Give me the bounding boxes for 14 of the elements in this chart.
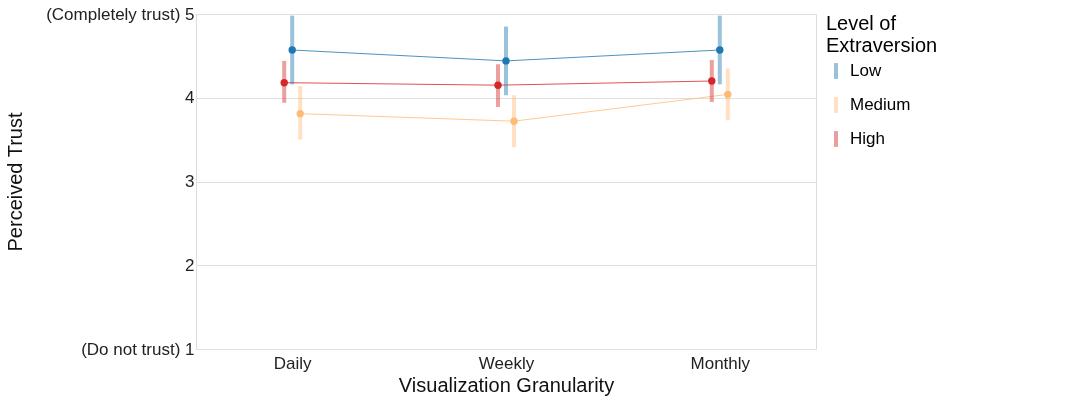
y-tick-label: 3 [185,172,195,191]
y-tick-label: 4 [185,88,195,108]
y-axis-title: Perceived Trust [4,112,27,252]
x-axis-title: Visualization Granularity [398,373,615,396]
y-tick-label: (Completely trust) 5 [46,4,195,24]
y-tick-label: (Do not trust) 1 [81,339,195,359]
x-tick-label: Daily [273,353,313,373]
x-tick-label: Monthly [690,353,751,373]
legend-title: Level of Extraversion [826,12,938,56]
legend-label: Low [850,61,882,80]
x-tick-label: Weekly [478,353,535,373]
legend-label: High [850,129,885,148]
y-tick-label: 2 [185,255,195,275]
legend-label: Medium [850,95,911,114]
